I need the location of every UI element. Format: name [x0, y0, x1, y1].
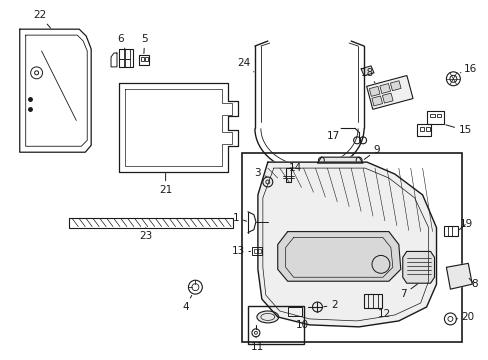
Bar — [247, 306, 303, 344]
Bar — [119, 49, 123, 59]
Bar — [436, 113, 441, 117]
Bar — [251, 247, 262, 255]
Bar — [416, 125, 429, 136]
Ellipse shape — [256, 311, 278, 323]
Text: 12: 12 — [373, 309, 391, 319]
Bar — [368, 86, 379, 96]
Text: 6: 6 — [118, 34, 124, 49]
Circle shape — [318, 157, 324, 163]
Text: 10: 10 — [295, 316, 308, 330]
Text: 21: 21 — [159, 174, 172, 195]
Bar — [425, 127, 428, 131]
Text: 1: 1 — [232, 213, 246, 223]
Text: 23: 23 — [139, 228, 152, 240]
Bar — [119, 49, 133, 67]
Text: 22: 22 — [33, 10, 50, 28]
Polygon shape — [402, 251, 434, 283]
Bar — [364, 294, 381, 308]
Bar — [428, 113, 434, 117]
Text: 15: 15 — [445, 125, 471, 135]
Text: 20: 20 — [455, 312, 474, 322]
Text: 3: 3 — [254, 168, 266, 178]
Text: 11: 11 — [251, 337, 264, 352]
Bar — [124, 49, 130, 59]
Bar — [382, 93, 392, 103]
Circle shape — [355, 157, 361, 163]
Bar — [139, 55, 148, 65]
Text: 4: 4 — [182, 295, 191, 312]
Text: 14: 14 — [288, 163, 302, 173]
Bar — [141, 57, 143, 61]
Text: 17: 17 — [326, 129, 341, 141]
Bar — [242, 153, 461, 342]
Polygon shape — [360, 66, 373, 76]
Text: 19: 19 — [458, 219, 472, 230]
Bar — [444, 226, 457, 235]
Bar — [285, 168, 290, 182]
Polygon shape — [257, 162, 436, 327]
Bar — [253, 249, 256, 253]
Text: 8: 8 — [468, 278, 477, 289]
Text: 5: 5 — [141, 34, 148, 54]
Bar — [389, 81, 400, 91]
Polygon shape — [317, 157, 362, 163]
Polygon shape — [277, 231, 400, 281]
Bar — [419, 127, 423, 131]
Bar — [366, 76, 412, 109]
Text: 7: 7 — [400, 284, 417, 299]
Bar — [144, 57, 147, 61]
Bar — [426, 111, 444, 125]
Bar — [119, 59, 123, 67]
Text: 24: 24 — [237, 58, 253, 72]
Bar — [257, 249, 260, 253]
Bar — [69, 218, 233, 228]
Bar — [371, 96, 382, 106]
Bar — [287, 307, 301, 316]
Text: 16: 16 — [459, 64, 476, 74]
Text: 18: 18 — [360, 68, 374, 83]
Polygon shape — [446, 264, 471, 289]
Bar — [379, 84, 390, 94]
Text: 13: 13 — [231, 247, 250, 256]
Text: 9: 9 — [364, 145, 380, 159]
Bar — [124, 59, 130, 67]
Text: 2: 2 — [323, 300, 337, 310]
